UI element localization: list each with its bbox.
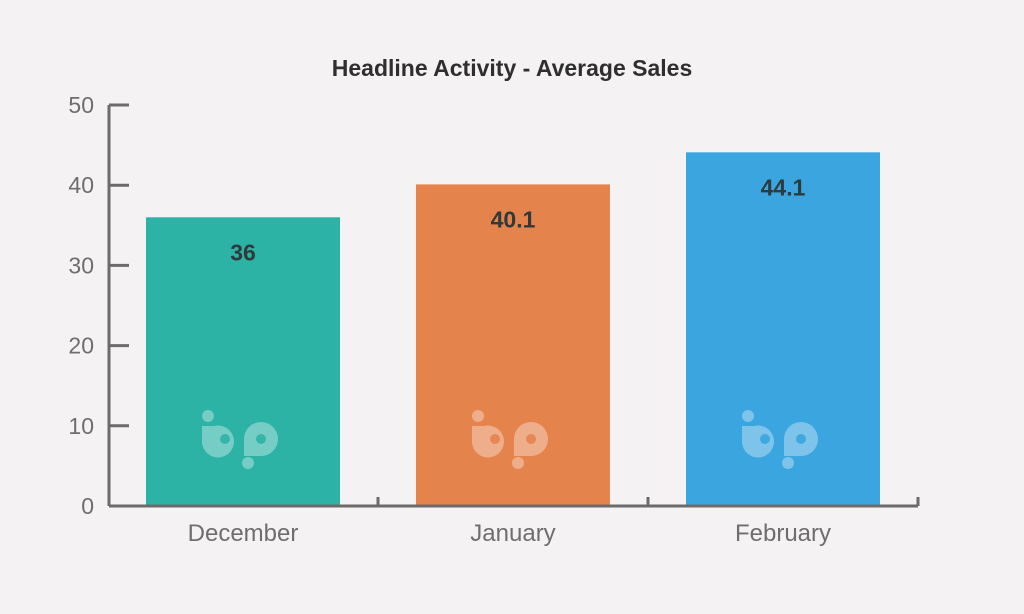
bp-logo-icon (202, 410, 278, 469)
bar-january (416, 184, 610, 506)
axes-layer (107, 103, 920, 508)
bar-february (686, 152, 880, 506)
y-tick-label: 50 (68, 92, 94, 118)
y-tick-label: 40 (68, 172, 94, 198)
y-tick-label: 30 (68, 252, 94, 278)
chart-title: Headline Activity - Average Sales (332, 55, 693, 81)
bp-logo-icon (472, 410, 548, 469)
bars-layer (146, 152, 880, 506)
x-tick-label: February (735, 520, 831, 547)
x-tick-label: January (470, 520, 555, 547)
value-label-january: 40.1 (491, 206, 536, 232)
bar-december (146, 217, 340, 506)
x-tick-label: December (188, 520, 299, 547)
y-tick-label: 0 (81, 493, 94, 519)
value-label-february: 44.1 (761, 174, 806, 200)
y-tick-label: 20 (68, 333, 94, 359)
bp-logo-icon (742, 410, 818, 469)
value-label-december: 36 (230, 239, 256, 265)
labels-layer: 36 40.1 44.1 0 10 20 30 40 50 December January Febr… (68, 92, 831, 547)
y-tick-label: 10 (68, 413, 94, 439)
